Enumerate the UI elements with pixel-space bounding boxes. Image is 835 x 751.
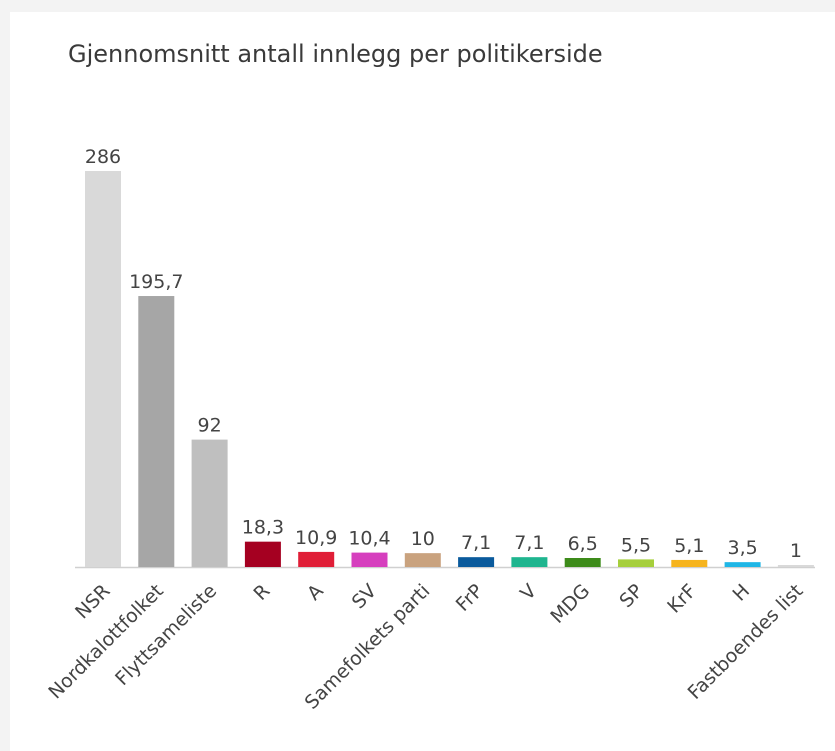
bar	[777, 565, 814, 567]
value-label: 1	[790, 540, 802, 562]
bar	[298, 551, 335, 567]
value-label: 92	[198, 415, 222, 437]
bar	[564, 558, 601, 567]
bar	[191, 439, 228, 567]
value-label: 5,1	[674, 535, 704, 557]
bar	[85, 171, 121, 567]
bar	[724, 562, 761, 567]
value-label: 10,9	[295, 527, 337, 549]
value-label: 7,1	[461, 532, 491, 554]
bar	[351, 552, 388, 567]
value-label: 6,5	[568, 533, 598, 555]
bar	[618, 559, 654, 567]
value-label: 18,3	[242, 517, 284, 539]
value-label: 3,5	[727, 537, 757, 559]
bar	[138, 296, 175, 567]
bar	[671, 559, 708, 567]
chart-title: Gjennomsnitt antall innlegg per politike…	[68, 40, 603, 68]
bar	[404, 553, 441, 567]
bar	[511, 557, 548, 567]
value-label: 5,5	[621, 534, 651, 556]
bar	[458, 557, 495, 567]
bar	[244, 541, 281, 567]
card	[10, 12, 835, 751]
value-label: 195,7	[129, 271, 183, 293]
value-label: 10	[411, 528, 435, 550]
value-label: 7,1	[514, 532, 544, 554]
value-label: 10,4	[348, 528, 390, 550]
value-label: 286	[85, 146, 121, 168]
